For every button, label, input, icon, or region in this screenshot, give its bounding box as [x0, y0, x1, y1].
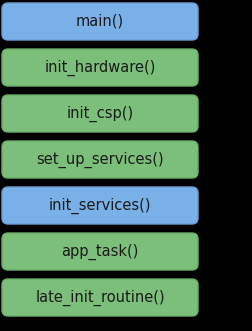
Text: set_up_services(): set_up_services() [36, 151, 164, 167]
FancyBboxPatch shape [2, 187, 198, 224]
Text: init_hardware(): init_hardware() [44, 59, 156, 75]
FancyBboxPatch shape [2, 95, 198, 132]
Text: init_services(): init_services() [49, 197, 151, 213]
FancyBboxPatch shape [2, 3, 198, 40]
Text: app_task(): app_task() [61, 243, 139, 260]
FancyBboxPatch shape [2, 233, 198, 270]
FancyBboxPatch shape [2, 279, 198, 316]
FancyBboxPatch shape [2, 141, 198, 178]
Text: init_csp(): init_csp() [67, 105, 134, 121]
Text: late_init_routine(): late_init_routine() [35, 289, 165, 306]
FancyBboxPatch shape [2, 49, 198, 86]
Text: main(): main() [76, 14, 124, 29]
